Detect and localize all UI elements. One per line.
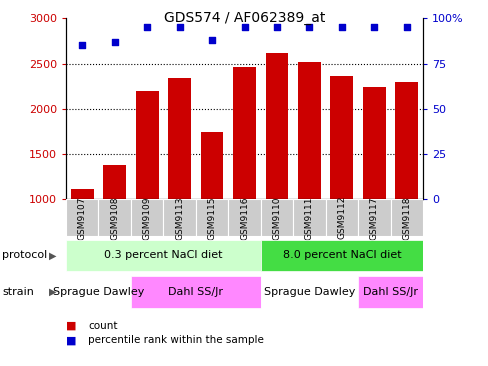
Text: protocol: protocol <box>2 250 48 260</box>
Bar <box>265 53 288 199</box>
Text: GSM9118: GSM9118 <box>402 196 410 239</box>
Point <box>369 25 377 30</box>
Bar <box>98 199 131 236</box>
Point <box>272 25 280 30</box>
Bar <box>131 276 260 307</box>
Text: 8.0 percent NaCl diet: 8.0 percent NaCl diet <box>282 250 400 260</box>
Text: GSM9115: GSM9115 <box>207 196 216 239</box>
Text: GSM9109: GSM9109 <box>142 196 151 239</box>
Bar <box>228 199 260 236</box>
Point <box>143 25 151 30</box>
Point <box>78 42 86 48</box>
Bar <box>260 199 293 236</box>
Point <box>402 25 410 30</box>
Text: 0.3 percent NaCl diet: 0.3 percent NaCl diet <box>104 250 222 260</box>
Bar <box>131 199 163 236</box>
Bar <box>330 76 352 199</box>
Text: GSM9110: GSM9110 <box>272 196 281 239</box>
Text: GSM9112: GSM9112 <box>337 196 346 239</box>
Bar <box>66 276 131 307</box>
Text: count: count <box>88 321 117 331</box>
Bar <box>66 199 98 236</box>
Bar <box>357 199 390 236</box>
Bar <box>103 165 126 199</box>
Bar <box>260 276 357 307</box>
Bar <box>66 240 260 271</box>
Point <box>208 37 216 43</box>
Text: ■: ■ <box>66 335 76 346</box>
Text: GSM9108: GSM9108 <box>110 196 119 239</box>
Point <box>240 25 248 30</box>
Point <box>305 25 313 30</box>
Bar <box>395 82 417 199</box>
Text: GSM9111: GSM9111 <box>305 196 313 239</box>
Bar <box>357 276 422 307</box>
Bar <box>195 199 228 236</box>
Bar <box>233 67 255 199</box>
Text: percentile rank within the sample: percentile rank within the sample <box>88 335 264 346</box>
Text: GDS574 / AF062389_at: GDS574 / AF062389_at <box>163 11 325 25</box>
Text: GSM9107: GSM9107 <box>78 196 86 239</box>
Text: Sprague Dawley: Sprague Dawley <box>53 287 144 297</box>
Bar <box>390 199 422 236</box>
Text: ▶: ▶ <box>49 250 56 260</box>
Bar <box>293 199 325 236</box>
Text: Dahl SS/Jr: Dahl SS/Jr <box>362 287 417 297</box>
Bar <box>71 188 93 199</box>
Bar <box>168 78 190 199</box>
Text: GSM9116: GSM9116 <box>240 196 248 239</box>
Text: ■: ■ <box>66 321 76 331</box>
Bar <box>362 87 385 199</box>
Point <box>175 25 183 30</box>
Text: Sprague Dawley: Sprague Dawley <box>263 287 354 297</box>
Bar <box>136 91 158 199</box>
Text: GSM9113: GSM9113 <box>175 196 183 239</box>
Text: Dahl SS/Jr: Dahl SS/Jr <box>168 287 223 297</box>
Bar <box>260 240 422 271</box>
Bar <box>163 199 195 236</box>
Bar <box>200 131 223 199</box>
Text: strain: strain <box>2 287 34 297</box>
Text: ▶: ▶ <box>49 287 56 297</box>
Bar <box>298 62 320 199</box>
Point <box>337 25 345 30</box>
Bar <box>325 199 357 236</box>
Point <box>111 39 119 45</box>
Text: GSM9117: GSM9117 <box>369 196 378 239</box>
